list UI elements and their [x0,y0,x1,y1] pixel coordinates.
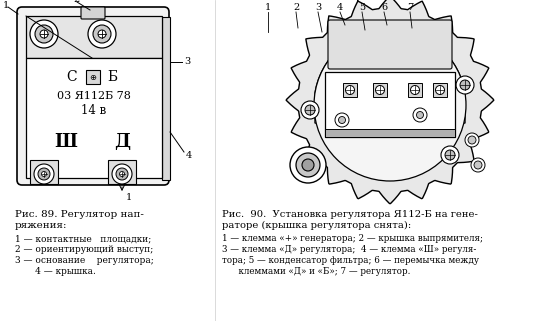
Bar [343,83,357,97]
Circle shape [471,158,485,172]
Text: 4: 4 [186,151,192,160]
Circle shape [460,80,470,90]
Circle shape [93,25,111,43]
Text: 7: 7 [407,4,413,13]
Text: Рис.  90.  Установка регулятора Я112-Б на гене-: Рис. 90. Установка регулятора Я112-Б на … [222,210,478,219]
Bar [26,16,162,58]
Circle shape [112,164,132,184]
Text: 6: 6 [381,4,387,13]
Text: 2: 2 [74,0,80,4]
Circle shape [302,159,314,171]
Bar [108,160,136,184]
Text: 4: 4 [337,4,343,13]
Bar [373,83,387,97]
Bar [433,83,447,97]
Text: ⊕: ⊕ [89,73,97,82]
Circle shape [296,153,320,177]
Circle shape [474,161,482,169]
Circle shape [30,20,58,48]
Circle shape [88,20,116,48]
Circle shape [301,101,319,119]
Circle shape [290,147,326,183]
Circle shape [345,85,354,94]
Text: 3: 3 [184,57,190,66]
Circle shape [435,85,444,94]
Text: 2 — ориентирующий выступ;: 2 — ориентирующий выступ; [15,245,153,254]
Text: раторе (крышка регулятора снята):: раторе (крышка регулятора снята): [222,221,411,230]
Text: 1: 1 [265,4,271,13]
Circle shape [41,171,46,177]
Polygon shape [286,0,494,204]
FancyBboxPatch shape [17,7,169,185]
Bar [26,58,162,178]
Circle shape [456,76,474,94]
Circle shape [445,150,455,160]
Circle shape [468,136,476,144]
Circle shape [305,105,315,115]
Text: ряжения:: ряжения: [15,221,68,230]
Text: клеммами «Д» и «Б»; 7 — регулятор.: клеммами «Д» и «Б»; 7 — регулятор. [222,267,410,276]
Bar [408,83,422,97]
Bar [162,17,170,180]
Text: Д: Д [114,133,130,151]
Circle shape [441,146,459,164]
Bar [325,72,455,137]
Polygon shape [315,29,465,123]
Circle shape [339,117,345,124]
Circle shape [376,85,385,94]
Circle shape [413,108,427,122]
Text: 5: 5 [359,4,365,13]
Text: 3 — основание    регулятора;: 3 — основание регулятора; [15,256,154,265]
Bar [86,70,100,84]
Text: 03 Я112Б 78: 03 Я112Б 78 [57,91,131,101]
Text: 14 в: 14 в [82,103,107,117]
Circle shape [335,113,349,127]
Text: 1: 1 [126,194,132,203]
Bar [30,160,58,184]
Circle shape [116,168,128,180]
FancyBboxPatch shape [81,7,105,19]
Circle shape [410,85,419,94]
FancyBboxPatch shape [328,20,452,69]
Circle shape [38,168,50,180]
Text: 3 — клемма «Д» регулятора;  4 — клемма «Ш» регуля-: 3 — клемма «Д» регулятора; 4 — клемма «Ш… [222,245,476,254]
Circle shape [120,171,125,177]
Text: 1 — клемма «+» генератора; 2 — крышка выпрямителя;: 1 — клемма «+» генератора; 2 — крышка вы… [222,234,483,243]
Text: Б: Б [107,70,117,84]
Text: 2: 2 [293,4,299,13]
Text: 1: 1 [3,1,9,10]
Text: С: С [67,70,77,84]
Text: 3: 3 [315,4,321,13]
Circle shape [40,30,48,38]
Circle shape [98,30,106,38]
Bar [325,129,455,137]
Circle shape [465,133,479,147]
Text: Ш: Ш [54,133,78,151]
Circle shape [35,25,53,43]
Text: Рис. 89. Регулятор нап-: Рис. 89. Регулятор нап- [15,210,144,219]
Text: тора; 5 — конденсатор фильтра; 6 — перемычка между: тора; 5 — конденсатор фильтра; 6 — перем… [222,256,479,265]
Circle shape [34,164,54,184]
Text: 4 — крышка.: 4 — крышка. [15,267,96,276]
Circle shape [416,111,424,118]
Text: 1 — контактные   площадки;: 1 — контактные площадки; [15,234,151,243]
Circle shape [314,29,466,181]
